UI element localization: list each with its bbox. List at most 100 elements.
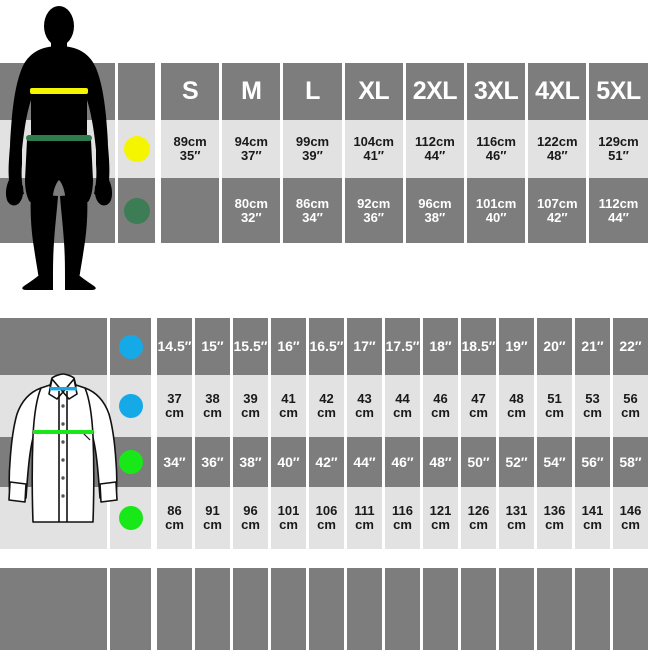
value-cm: 80cm <box>234 195 268 211</box>
value-number: 46″ <box>391 453 414 470</box>
value-inch: 44″ <box>608 209 629 225</box>
value-cm: 112cm <box>598 195 639 211</box>
value-unit: cm <box>165 405 184 420</box>
top-cell-waist-m: 80cm 32″ <box>222 178 281 243</box>
top-header-label: 5XL <box>596 77 641 106</box>
value-inch: 39″ <box>302 148 323 163</box>
measure-dot-dot-yellow <box>123 136 150 162</box>
value-inch: 51″ <box>608 148 629 163</box>
value-number: 146 <box>619 503 642 519</box>
value-cm: 129cm <box>598 134 639 150</box>
bottom-row-spacer-dot-cell <box>110 568 151 650</box>
bottom-header-label: 20″ <box>543 338 566 355</box>
value-unit: cm <box>431 405 450 420</box>
top-header-label: 2XL <box>412 77 458 106</box>
bottom-cell-chest-inches-7: 48″ <box>423 437 458 487</box>
top-cell-chest-2xl: 112cm 44″ <box>405 120 464 178</box>
bottom-row-collar-cm-filler <box>0 375 107 437</box>
value-unit: cm <box>545 517 564 532</box>
value-inch: 41″ <box>363 148 385 163</box>
bottom-cell-chest-inches-8: 50″ <box>461 437 496 487</box>
bottom-cell-collar-cm-6: 44 cm <box>385 375 420 437</box>
bottom-cell-collar-cm-7: 46 cm <box>423 375 458 437</box>
value-number: 126 <box>467 503 490 519</box>
value-cm: 94cm <box>234 134 268 150</box>
bottom-cell-chest-cm-8: 126 cm <box>461 487 496 549</box>
value-number: 96 <box>243 503 258 519</box>
value-inch: 36″ <box>363 209 385 225</box>
value-number: 40″ <box>277 453 300 470</box>
value-number: 37 <box>167 391 182 407</box>
value-unit: cm <box>355 517 374 532</box>
value-inch: 32″ <box>240 209 262 225</box>
bottom-cell-collar-cm-1: 38 cm <box>195 375 230 437</box>
bottom-header-label: 18″ <box>429 338 452 355</box>
top-row-chest-dot-cell <box>118 120 155 178</box>
bottom-cell-spacer-5 <box>347 568 382 650</box>
value-unit: cm <box>469 517 488 532</box>
top-row-chest-filler <box>0 120 115 178</box>
value-number: 131 <box>505 503 528 519</box>
value-inch: 46″ <box>485 148 507 163</box>
bottom-header-size-10: 20″ <box>537 318 572 375</box>
bottom-row-chest-inches-filler <box>0 437 107 487</box>
bottom-cell-spacer-4 <box>309 568 344 650</box>
value-cm: 99cm <box>295 134 330 150</box>
value-number: 111 <box>354 503 375 519</box>
value-number: 56″ <box>581 453 604 470</box>
bottom-cell-chest-inches-5: 44″ <box>347 437 382 487</box>
bottom-cell-chest-cm-11: 141 cm <box>575 487 610 549</box>
top-header-size-s: S <box>161 63 220 120</box>
bottom-cell-spacer-7 <box>423 568 458 650</box>
bottom-cell-spacer-9 <box>499 568 534 650</box>
bottom-cell-chest-inches-4: 42″ <box>309 437 344 487</box>
top-cell-waist-s <box>161 178 220 243</box>
value-inch: 40″ <box>485 209 507 225</box>
value-unit: cm <box>545 405 564 420</box>
value-number: 53 <box>585 391 600 407</box>
bottom-row-chest-cm-dot-cell <box>110 487 151 549</box>
bottom-cell-spacer-11 <box>575 568 610 650</box>
bottom-header-size-0: 14.5″ <box>157 318 192 375</box>
bottom-header-size-2: 15.5″ <box>233 318 268 375</box>
bottom-cell-collar-cm-9: 48 cm <box>499 375 534 437</box>
bottom-cell-chest-inches-1: 36″ <box>195 437 230 487</box>
measure-dot-dot-green-dark <box>123 197 150 224</box>
bottom-header-label: 22″ <box>619 338 642 355</box>
top-cell-chest-m: 94cm 37″ <box>222 120 281 178</box>
bottom-header-dot-cell <box>110 318 151 375</box>
top-header-size-m: M <box>222 63 281 120</box>
bottom-cell-chest-cm-2: 96 cm <box>233 487 268 549</box>
value-unit: cm <box>317 405 336 420</box>
value-number: 48″ <box>429 453 452 470</box>
bottom-header-label: 16.5″ <box>309 338 344 355</box>
value-unit: cm <box>241 405 260 420</box>
bottom-cell-chest-cm-12: 146 cm <box>613 487 648 549</box>
bottom-header-size-11: 21″ <box>575 318 610 375</box>
top-cell-waist-4xl: 107cm 42″ <box>528 178 587 243</box>
bottom-header-size-6: 17.5″ <box>385 318 420 375</box>
value-cm: 104cm <box>353 134 394 150</box>
bottom-header-size-5: 17″ <box>347 318 382 375</box>
bottom-header-size-3: 16″ <box>271 318 306 375</box>
value-cm: 96cm <box>418 195 452 211</box>
value-unit: cm <box>355 405 374 420</box>
bottom-header-label: 17.5″ <box>385 338 420 355</box>
bottom-header-size-12: 22″ <box>613 318 648 375</box>
top-header-label: L <box>305 77 320 106</box>
top-header-label: M <box>241 77 262 106</box>
measure-dot-dot-blue <box>118 394 143 418</box>
bottom-cell-spacer-12 <box>613 568 648 650</box>
value-number: 91 <box>205 503 220 519</box>
value-number: 41 <box>281 391 296 407</box>
value-number: 52″ <box>505 453 528 470</box>
value-unit: cm <box>507 517 526 532</box>
value-number: 58″ <box>619 453 642 470</box>
value-unit: cm <box>241 517 260 532</box>
value-number: 36″ <box>201 453 224 470</box>
value-inch: 42″ <box>546 209 568 225</box>
bottom-cell-chest-cm-7: 121 cm <box>423 487 458 549</box>
top-header-size-l: L <box>283 63 342 120</box>
top-header-label: S <box>182 77 199 106</box>
value-number: 48 <box>509 391 524 407</box>
